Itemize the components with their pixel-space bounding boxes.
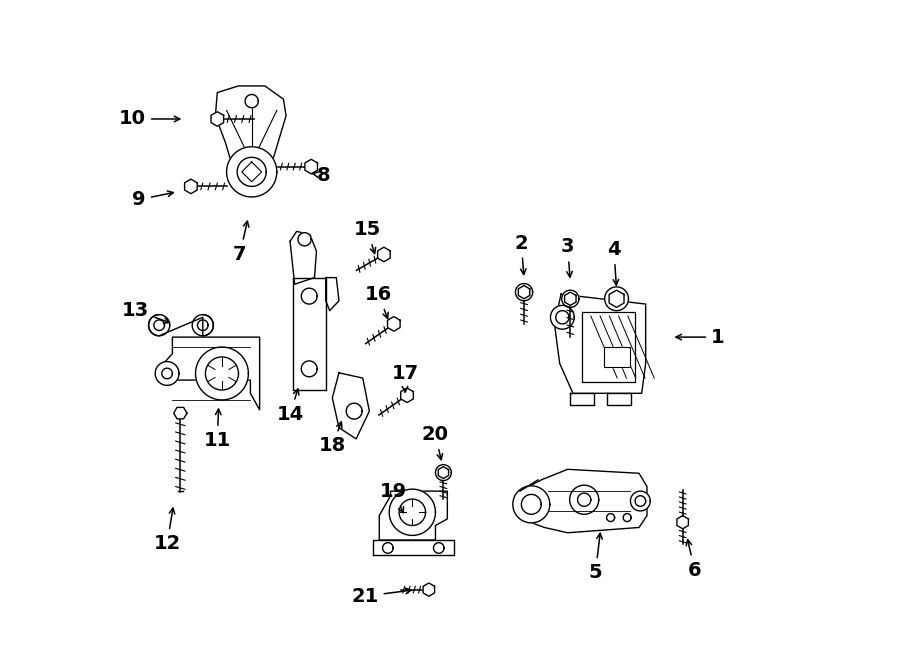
- Polygon shape: [378, 247, 391, 262]
- Polygon shape: [521, 494, 541, 514]
- Text: 2: 2: [515, 233, 528, 274]
- Polygon shape: [298, 233, 311, 246]
- Polygon shape: [516, 469, 647, 533]
- Polygon shape: [195, 347, 248, 400]
- Text: 13: 13: [122, 301, 169, 323]
- Text: 11: 11: [203, 409, 231, 450]
- Polygon shape: [570, 485, 599, 514]
- Polygon shape: [215, 86, 286, 195]
- Text: 17: 17: [392, 364, 418, 392]
- Text: 16: 16: [365, 285, 392, 319]
- Polygon shape: [389, 489, 436, 535]
- Text: 7: 7: [233, 221, 248, 264]
- Polygon shape: [227, 147, 277, 197]
- Polygon shape: [609, 290, 624, 307]
- Polygon shape: [554, 294, 645, 393]
- Polygon shape: [513, 486, 550, 523]
- Polygon shape: [399, 499, 426, 525]
- Polygon shape: [193, 315, 213, 336]
- Text: 14: 14: [276, 389, 303, 424]
- Text: 8: 8: [312, 166, 330, 185]
- Text: 12: 12: [154, 508, 181, 553]
- Polygon shape: [608, 393, 631, 405]
- Polygon shape: [153, 317, 210, 333]
- Polygon shape: [305, 159, 318, 174]
- Text: 19: 19: [381, 482, 408, 513]
- Polygon shape: [677, 516, 688, 529]
- Polygon shape: [436, 465, 451, 481]
- Text: 3: 3: [561, 237, 574, 277]
- Polygon shape: [211, 112, 223, 126]
- Polygon shape: [238, 157, 266, 186]
- Polygon shape: [148, 315, 170, 336]
- Polygon shape: [388, 317, 400, 331]
- Text: 15: 15: [354, 220, 381, 254]
- Polygon shape: [379, 491, 447, 540]
- Text: 6: 6: [686, 540, 701, 580]
- Text: 21: 21: [351, 587, 411, 605]
- Polygon shape: [605, 287, 628, 311]
- Polygon shape: [242, 162, 262, 182]
- Polygon shape: [631, 491, 651, 511]
- Polygon shape: [423, 583, 435, 596]
- Text: 10: 10: [119, 110, 180, 128]
- Polygon shape: [346, 403, 362, 419]
- Polygon shape: [518, 286, 530, 299]
- Text: 20: 20: [422, 425, 449, 459]
- Polygon shape: [148, 315, 213, 336]
- Polygon shape: [302, 361, 317, 377]
- Polygon shape: [400, 388, 413, 403]
- Polygon shape: [326, 278, 339, 311]
- Polygon shape: [302, 288, 317, 304]
- Text: 5: 5: [589, 533, 602, 582]
- Polygon shape: [184, 179, 197, 194]
- Polygon shape: [332, 373, 369, 439]
- Polygon shape: [562, 290, 579, 307]
- Polygon shape: [373, 540, 454, 555]
- Polygon shape: [564, 292, 576, 305]
- Text: 1: 1: [676, 328, 724, 346]
- Polygon shape: [155, 362, 179, 385]
- Polygon shape: [516, 284, 533, 301]
- Polygon shape: [551, 305, 574, 329]
- Polygon shape: [245, 95, 258, 108]
- Polygon shape: [292, 278, 326, 390]
- Polygon shape: [174, 407, 187, 419]
- Polygon shape: [571, 393, 594, 405]
- Polygon shape: [604, 347, 631, 367]
- Polygon shape: [290, 231, 317, 284]
- Polygon shape: [205, 357, 239, 390]
- Text: 18: 18: [319, 422, 346, 455]
- Polygon shape: [438, 467, 448, 479]
- Text: 4: 4: [608, 240, 621, 285]
- Polygon shape: [160, 337, 259, 410]
- Text: 9: 9: [132, 190, 174, 209]
- Polygon shape: [582, 312, 635, 382]
